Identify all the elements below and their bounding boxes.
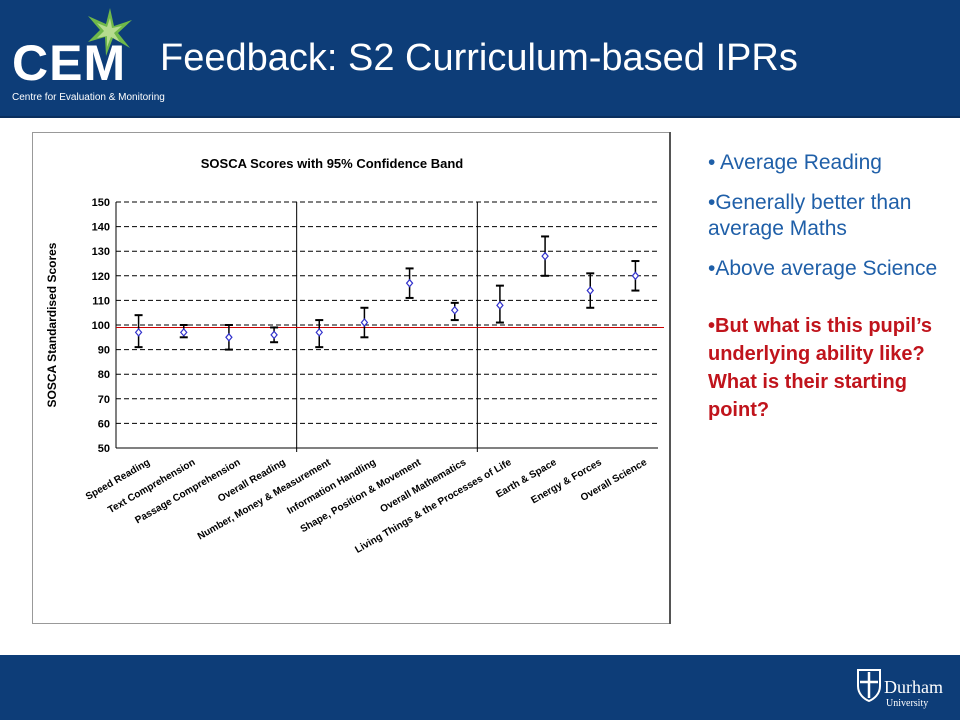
logo-text: CEM: [12, 35, 127, 91]
score-point: [134, 327, 143, 337]
score-point: [586, 286, 595, 295]
score-point: [179, 327, 188, 337]
chart-title: SOSCA Scores with 95% Confidence Band: [201, 156, 464, 171]
bullet-reading: • Average Reading: [708, 151, 882, 174]
summary-bullets: • Average Reading •Generally better than…: [708, 150, 948, 438]
header-bar: [0, 0, 960, 118]
cem-logo: CEM Centre for Evaluation & Monitoring: [0, 0, 200, 118]
y-tick-label: 150: [92, 197, 110, 209]
y-tick-label: 60: [98, 418, 110, 430]
y-tick-label: 100: [92, 320, 110, 332]
university-sub: University: [886, 698, 929, 709]
star-icon: [88, 8, 132, 56]
y-tick-label: 90: [98, 345, 110, 357]
gridlines: [115, 201, 658, 449]
score-point: [360, 318, 369, 327]
y-tick-label: 140: [92, 222, 110, 234]
score-point: [405, 278, 414, 288]
score-point: [541, 251, 549, 261]
y-axis-label: SOSCA Standardised Scores: [45, 242, 59, 407]
y-tick-label: 110: [92, 295, 110, 307]
score-point: [450, 305, 459, 315]
x-tick-label: Living Things & the Processes of Life: [353, 457, 513, 556]
logo-subtitle: Centre for Evaluation & Monitoring: [12, 92, 165, 103]
score-point: [631, 271, 640, 281]
bullet-science: •Above average Science: [708, 257, 938, 280]
crest-icon: [857, 669, 881, 702]
y-tick-label: 50: [98, 443, 110, 455]
durham-logo: Durham University: [856, 668, 956, 716]
score-point: [270, 330, 278, 340]
bullet-maths: •Generally better than average Maths: [708, 191, 912, 240]
footer-bar: [0, 655, 960, 720]
score-point: [315, 327, 324, 337]
chart-frame-edge: [669, 132, 671, 624]
score-points: [134, 251, 640, 342]
slide-title: Feedback: S2 Curriculum-based IPRs: [160, 37, 798, 79]
y-tick-label: 70: [98, 394, 110, 406]
y-tick-label: 130: [92, 246, 110, 258]
y-tick-label: 80: [98, 369, 110, 381]
y-tick-labels: 50 60 70 80 90 100 110 120 130 140 150: [92, 197, 110, 455]
y-tick-label: 120: [92, 271, 110, 283]
university-name: Durham: [884, 677, 943, 697]
confidence-bands: [134, 235, 640, 351]
bullet-question: •But what is this pupil’s underlying abi…: [708, 315, 933, 421]
header-divider: [0, 116, 960, 118]
score-point: [496, 300, 504, 310]
score-point: [225, 332, 233, 342]
sosca-chart: 50 60 70 80 90 100 110 120 130 140 150 Speed Readi…: [45, 156, 664, 556]
